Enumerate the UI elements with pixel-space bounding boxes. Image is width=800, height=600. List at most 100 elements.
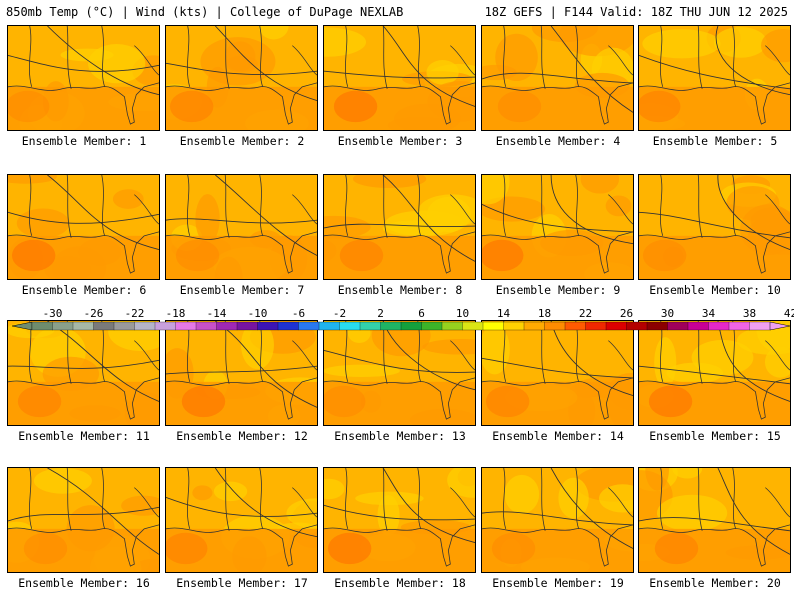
ensemble-map-panel-17: [165, 467, 318, 573]
colorbar-swatch: [564, 321, 586, 331]
ensemble-member-label-17: Ensemble Member: 17: [176, 576, 308, 590]
ensemble-member-label-2: Ensemble Member: 2: [179, 134, 305, 148]
ensemble-member-label-7: Ensemble Member: 7: [179, 283, 305, 297]
colorbar-swatch: [52, 321, 74, 331]
temperature-colorbar: -30 -26 -22 -18 -14 -10 -6 -2 2 6 10 14 18 22 26 30 34 38…: [11, 307, 794, 331]
colorbar-swatch: [72, 321, 94, 331]
colorbar-swatch: [339, 321, 361, 331]
colorbar-tick-label: -18: [166, 307, 186, 320]
ensemble-member-label-9: Ensemble Member: 9: [495, 283, 621, 297]
colorbar-tick-label: 22: [579, 307, 592, 320]
colorbar-right-arrow: [769, 321, 791, 331]
ensemble-map-panel-1: [7, 25, 160, 131]
colorbar-swatch: [626, 321, 648, 331]
colorbar-swatch: [400, 321, 422, 331]
colorbar-swatch: [462, 321, 484, 331]
ensemble-member-label-13: Ensemble Member: 13: [334, 429, 466, 443]
ensemble-map-panel-14: [481, 320, 634, 426]
colorbar-tick-label: 6: [418, 307, 425, 320]
colorbar-swatch: [113, 321, 135, 331]
ensemble-member-label-12: Ensemble Member: 12: [176, 429, 308, 443]
colorbar-swatch: [318, 321, 340, 331]
ensemble-map-panel-5: [638, 25, 791, 131]
colorbar-tick-label: 30: [661, 307, 674, 320]
ensemble-member-label-8: Ensemble Member: 8: [337, 283, 463, 297]
colorbar-tick-label: -26: [84, 307, 104, 320]
colorbar-swatch: [380, 321, 402, 331]
colorbar-swatch: [298, 321, 320, 331]
colorbar-swatch: [154, 321, 176, 331]
colorbar-swatch: [257, 321, 279, 331]
ensemble-map-panel-4: [481, 25, 634, 131]
colorbar-swatch: [482, 321, 504, 331]
colorbar-tick-label: -10: [248, 307, 268, 320]
colorbar-tick-label: 34: [702, 307, 716, 320]
ensemble-map-panel-8: [323, 174, 476, 280]
ensemble-member-label-5: Ensemble Member: 5: [652, 134, 778, 148]
ensemble-map-panel-11: [7, 320, 160, 426]
colorbar-swatch: [441, 321, 463, 331]
colorbar-tick-label: 42: [784, 307, 794, 320]
colorbar-swatch: [195, 321, 217, 331]
colorbar-tick-label: 26: [620, 307, 633, 320]
ensemble-map-panel-12: [165, 320, 318, 426]
ensemble-member-label-6: Ensemble Member: 6: [21, 283, 147, 297]
ensemble-map-panel-15: [638, 320, 791, 426]
ensemble-map-panel-10: [638, 174, 791, 280]
colorbar-swatch: [216, 321, 238, 331]
colorbar-tick-label: 2: [377, 307, 384, 320]
colorbar-swatch: [687, 321, 709, 331]
ensemble-map-panel-16: [7, 467, 160, 573]
colorbar-swatch: [421, 321, 443, 331]
colorbar-swatch: [93, 321, 115, 331]
ensemble-member-label-1: Ensemble Member: 1: [21, 134, 147, 148]
ensemble-member-label-15: Ensemble Member: 15: [649, 429, 781, 443]
colorbar-swatch: [605, 321, 627, 331]
ensemble-map-panel-20: [638, 467, 791, 573]
ensemble-map-panel-13: [323, 320, 476, 426]
colorbar-tick-label: -6: [292, 307, 305, 320]
colorbar-swatch: [523, 321, 545, 331]
header-left-title: 850mb Temp (°C) | Wind (kts) | College o…: [6, 5, 404, 19]
colorbar-swatch: [277, 321, 299, 331]
ensemble-member-label-4: Ensemble Member: 4: [495, 134, 621, 148]
ensemble-map-panel-18: [323, 467, 476, 573]
colorbar-swatch: [503, 321, 525, 331]
colorbar-swatch: [31, 321, 53, 331]
colorbar-tick-label: -22: [125, 307, 145, 320]
colorbar-tick-label: 14: [497, 307, 511, 320]
colorbar-tick-label: 10: [456, 307, 469, 320]
header-right-valid-time: 18Z GEFS | F144 Valid: 18Z THU JUN 12 20…: [484, 5, 788, 19]
ensemble-map-panel-19: [481, 467, 634, 573]
ensemble-map-panel-3: [323, 25, 476, 131]
colorbar-tick-label: 18: [538, 307, 551, 320]
colorbar-left-arrow: [11, 321, 33, 331]
colorbar-swatch: [585, 321, 607, 331]
colorbar-swatch: [646, 321, 668, 331]
ensemble-map-panel-9: [481, 174, 634, 280]
colorbar-swatch: [708, 321, 730, 331]
colorbar-swatch: [236, 321, 258, 331]
colorbar-tick-label: -14: [207, 307, 227, 320]
colorbar-tick-label: 38: [743, 307, 756, 320]
ensemble-member-label-20: Ensemble Member: 20: [649, 576, 781, 590]
colorbar-tick-label: -30: [43, 307, 63, 320]
colorbar-swatch: [728, 321, 750, 331]
ensemble-member-label-14: Ensemble Member: 14: [492, 429, 624, 443]
colorbar-tick-label: -2: [333, 307, 346, 320]
ensemble-member-label-16: Ensemble Member: 16: [18, 576, 150, 590]
ensemble-member-label-10: Ensemble Member: 10: [649, 283, 781, 297]
colorbar-swatch: [134, 321, 156, 331]
colorbar-swatch: [175, 321, 197, 331]
colorbar-swatch: [749, 321, 771, 331]
ensemble-map-panel-7: [165, 174, 318, 280]
ensemble-map-panel-6: [7, 174, 160, 280]
ensemble-member-label-3: Ensemble Member: 3: [337, 134, 463, 148]
colorbar-swatch: [544, 321, 566, 331]
ensemble-member-label-18: Ensemble Member: 18: [334, 576, 466, 590]
colorbar-swatch: [359, 321, 381, 331]
ensemble-map-panel-2: [165, 25, 318, 131]
ensemble-member-label-19: Ensemble Member: 19: [492, 576, 624, 590]
ensemble-member-label-11: Ensemble Member: 11: [18, 429, 150, 443]
colorbar-swatch: [667, 321, 689, 331]
